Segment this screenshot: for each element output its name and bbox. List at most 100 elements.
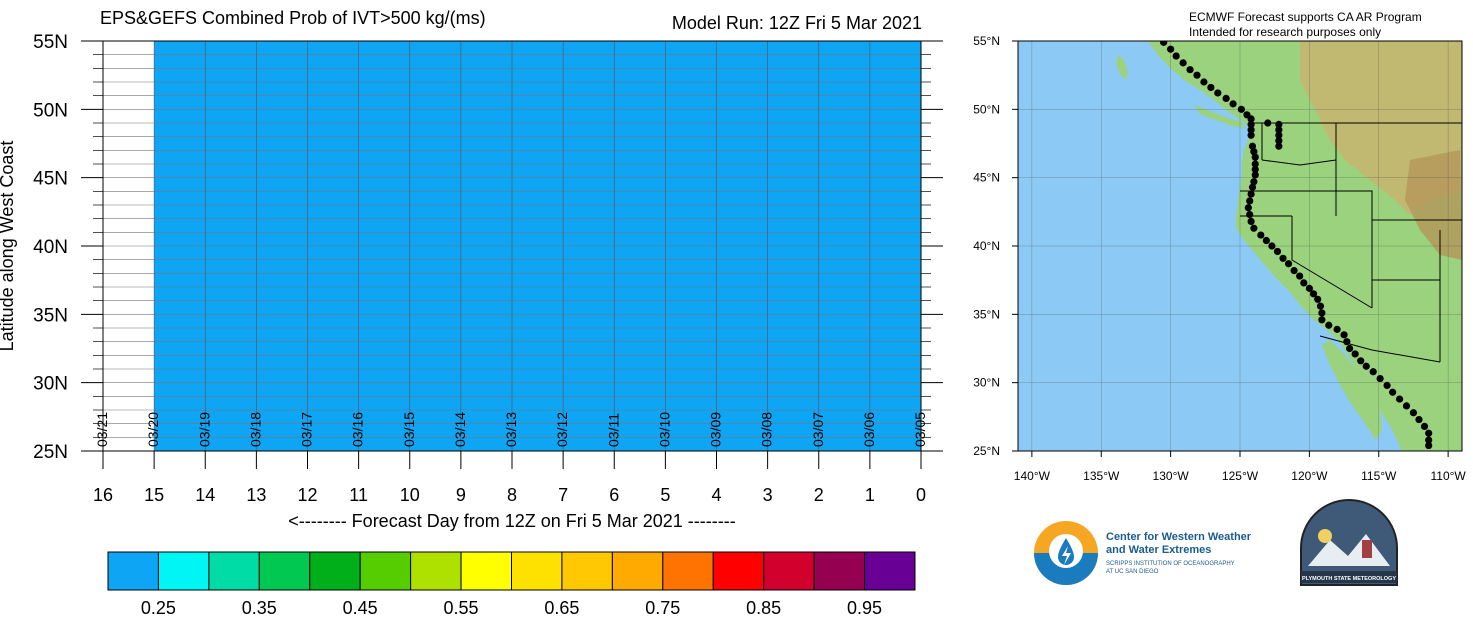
colorbar-swatch xyxy=(511,551,563,591)
date-label: 03/21 xyxy=(94,412,110,447)
psu-logo-text: PLYMOUTH STATE METEOROLOGY xyxy=(1302,576,1396,582)
coastal-point xyxy=(1279,254,1287,262)
y-tick-label: 25N xyxy=(33,442,68,463)
colorbar-swatch xyxy=(813,551,866,591)
state-borders xyxy=(1240,122,1462,363)
map-y-tick-label: 50°N xyxy=(973,102,1000,116)
coastal-point xyxy=(1257,231,1265,239)
coastal-point xyxy=(1275,137,1283,145)
date-label: 03/18 xyxy=(247,412,263,447)
coastal-point xyxy=(1275,120,1283,128)
map-x-tick-label: 110°W xyxy=(1430,469,1466,483)
map-y-tick-label: 35°N xyxy=(973,307,1000,321)
coastal-point xyxy=(1340,331,1348,339)
coastal-point xyxy=(1251,171,1259,179)
x-tick-label: 2 xyxy=(814,485,824,505)
date-label: 03/09 xyxy=(708,412,724,447)
colorbar-swatch xyxy=(460,551,512,591)
map-latitude-ticks: 55°N 50°N 45°N 40°N 35°N 30°N 25°N xyxy=(973,34,1018,458)
map-y-tick-label: 40°N xyxy=(973,239,1000,253)
coastal-point xyxy=(1246,210,1254,219)
x-tick-label: 7 xyxy=(558,485,568,505)
coastal-point xyxy=(1409,409,1418,417)
colorbar-label: 0.75 xyxy=(645,598,680,618)
date-label: 03/17 xyxy=(299,412,315,447)
date-label: 03/07 xyxy=(810,412,826,447)
coastal-point xyxy=(1179,59,1187,67)
observatory-icon xyxy=(1362,540,1372,558)
cw3e-name-line2: and Water Extremes xyxy=(1106,544,1211,556)
coastal-points xyxy=(1160,41,1433,450)
date-label: 03/16 xyxy=(350,412,366,447)
date-label: 03/08 xyxy=(759,412,775,447)
y-axis-label: Latitude along West Coast xyxy=(0,141,17,352)
x-tick-label: 1 xyxy=(865,485,875,505)
coastal-point xyxy=(1389,388,1397,396)
coastal-point xyxy=(1251,165,1259,174)
y-tick-label: 35N xyxy=(33,305,68,326)
map-y-tick-label: 25°N xyxy=(973,444,1000,458)
colorbar-label: 0.85 xyxy=(746,598,781,618)
y-axis-ticks: 55N 50N 45N 40N 35N 30N 25N xyxy=(33,32,943,463)
x-tick-label: 8 xyxy=(507,485,517,505)
coastal-point xyxy=(1305,284,1313,292)
sun-icon xyxy=(1318,529,1332,543)
coastal-point xyxy=(1160,41,1168,46)
psu-logo-banner xyxy=(1301,571,1397,583)
colorbar-swatch xyxy=(763,551,815,591)
x-tick-label: 3 xyxy=(763,485,773,505)
colorbar-swatch xyxy=(208,551,260,591)
x-tick-label: 13 xyxy=(246,485,266,505)
coastal-point xyxy=(1333,325,1341,333)
coastal-point xyxy=(1395,395,1404,403)
colorbar xyxy=(107,551,916,591)
coastal-point xyxy=(1300,279,1308,287)
map-y-tick-label: 45°N xyxy=(973,171,1000,185)
map-x-tick-label: 130°W xyxy=(1153,469,1190,483)
colorbar-swatch xyxy=(258,551,311,591)
coastal-point xyxy=(1318,309,1326,317)
colorbar-swatch xyxy=(157,551,210,591)
coastal-point xyxy=(1275,126,1283,134)
coastal-point xyxy=(1207,83,1215,92)
x-tick-label: 9 xyxy=(456,485,466,505)
coastal-point xyxy=(1325,321,1333,329)
date-label: 03/15 xyxy=(401,412,417,447)
cw3e-name-line1: Center for Western Weather xyxy=(1106,531,1252,543)
colorbar-label: 0.45 xyxy=(343,598,378,618)
coastal-point xyxy=(1425,436,1433,444)
y-tick-label: 50N xyxy=(33,100,68,121)
date-label: 03/19 xyxy=(196,412,212,447)
coastal-point xyxy=(1247,217,1255,225)
y-tick-label: 45N xyxy=(33,169,68,190)
coastal-point xyxy=(1250,224,1258,232)
x-tick-label: 4 xyxy=(711,485,721,505)
map-x-tick-label: 120°W xyxy=(1291,469,1328,483)
x-tick-label: 15 xyxy=(144,485,164,505)
date-label: 03/06 xyxy=(861,412,877,447)
coastal-point xyxy=(1357,357,1365,365)
colorbar-swatch xyxy=(359,551,412,591)
map-y-tick-label: 55°N xyxy=(973,34,1000,48)
colorbar-labels: 0.25 0.35 0.45 0.55 0.65 0.75 0.85 0.95 xyxy=(141,598,882,618)
date-label: 03/13 xyxy=(503,412,519,447)
y-tick-label: 40N xyxy=(33,237,68,258)
colorbar-swatch xyxy=(864,551,916,591)
cw3e-logo-water xyxy=(1034,553,1098,585)
coastal-point xyxy=(1275,131,1283,139)
colorbar-swatch xyxy=(410,551,462,591)
colorbar-swatch xyxy=(662,551,714,591)
coastal-point xyxy=(1264,119,1272,127)
coastal-point xyxy=(1284,260,1293,268)
colorbar-label: 0.95 xyxy=(847,598,882,618)
x-tick-label: 5 xyxy=(660,485,670,505)
date-label: 03/11 xyxy=(605,413,621,447)
vancouver-island xyxy=(1195,105,1245,128)
colorbar-swatch xyxy=(712,551,765,591)
baja-peninsula xyxy=(1322,340,1382,440)
west-coast-map: 55°N50°N45°N40°N35°N30°N25°N 140°W 135°W 1… xyxy=(973,34,1466,483)
coastal-point xyxy=(1362,362,1370,370)
coastal-point xyxy=(1250,178,1258,186)
coastal-point xyxy=(1343,338,1351,346)
